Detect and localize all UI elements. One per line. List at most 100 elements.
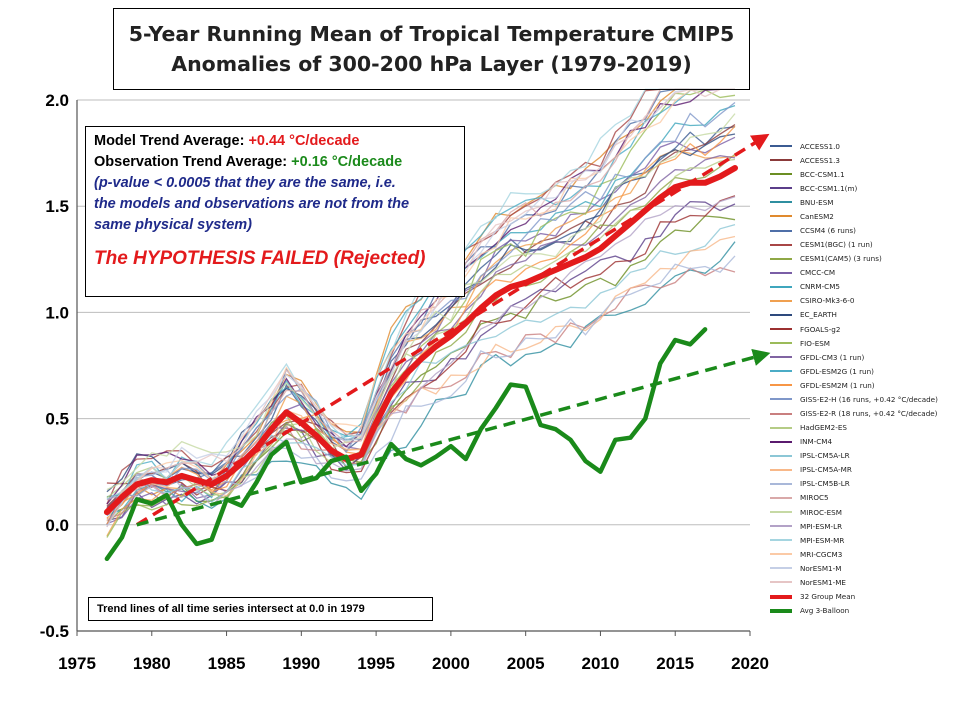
legend-label: Avg 3-Balloon xyxy=(800,606,850,616)
legend-label: MIROC5 xyxy=(800,493,829,503)
legend-swatch xyxy=(770,187,792,190)
x-tick-label: 1995 xyxy=(357,654,395,673)
chart-title-line-1: 5-Year Running Mean of Tropical Temperat… xyxy=(128,22,735,46)
legend-swatch xyxy=(770,356,792,359)
legend-item: NorESM1-ME xyxy=(770,575,955,589)
legend-item: ACCESS1.0 xyxy=(770,139,955,153)
legend-item: CNRM-CM5 xyxy=(770,280,955,294)
legend-swatch xyxy=(770,145,792,148)
legend-label: HadGEM2-ES xyxy=(800,423,847,433)
legend-item: CSIRO-Mk3-6-0 xyxy=(770,294,955,308)
legend-swatch xyxy=(770,594,792,599)
legend-item: BNU-ESM xyxy=(770,195,955,209)
legend-label: FGOALS-g2 xyxy=(800,324,841,334)
x-tick-label: 2000 xyxy=(432,654,470,673)
legend-item: CMCC-CM xyxy=(770,266,955,280)
legend-label: ACCESS1.0 xyxy=(800,141,840,151)
legend-label: BCC-CSM1.1(m) xyxy=(800,183,858,193)
legend-label: GISS-E2-H (16 runs, +0.42 °C/decade) xyxy=(800,394,938,404)
legend-item: HadGEM2-ES xyxy=(770,421,955,435)
legend-item: MIROC5 xyxy=(770,491,955,505)
model-line-31 xyxy=(106,88,735,527)
legend-label: GFDL-ESM2G (1 run) xyxy=(800,366,874,376)
legend-swatch xyxy=(770,299,792,302)
y-tick-label: -0.5 xyxy=(40,622,69,641)
legend-item: 32 Group Mean xyxy=(770,590,955,604)
legend-item: GFDL-CM3 (1 run) xyxy=(770,350,955,364)
legend-swatch xyxy=(770,313,792,316)
legend-swatch xyxy=(770,567,792,570)
model-line-7 xyxy=(106,88,735,525)
chart-title-line-2: Anomalies of 300-200 hPa Layer (1979-201… xyxy=(171,52,692,76)
y-tick-label: 0.5 xyxy=(45,410,69,429)
legend-swatch xyxy=(770,201,792,204)
legend-swatch xyxy=(770,370,792,373)
legend-item: MPI-ESM-MR xyxy=(770,533,955,547)
legend-label: INM-CM4 xyxy=(800,437,833,447)
x-tick-label: 2020 xyxy=(731,654,769,673)
legend-swatch xyxy=(770,243,792,246)
p-value-note-line-3: same physical system) xyxy=(94,217,252,233)
legend-swatch xyxy=(770,440,792,443)
legend-label: CNRM-CM5 xyxy=(800,282,840,292)
y-tick-label: 1.0 xyxy=(45,303,69,322)
legend-swatch xyxy=(770,553,792,556)
legend-item: MIROC-ESM xyxy=(770,505,955,519)
x-tick-label: 1980 xyxy=(133,654,171,673)
legend-swatch xyxy=(770,328,792,331)
legend-item: MPI-ESM-LR xyxy=(770,519,955,533)
model-line-11 xyxy=(106,104,736,516)
legend-item: GFDL-ESM2G (1 run) xyxy=(770,364,955,378)
legend-swatch xyxy=(770,482,792,485)
legend-swatch xyxy=(770,412,792,415)
legend-swatch xyxy=(770,398,792,401)
chart-title-box: 5-Year Running Mean of Tropical Temperat… xyxy=(113,8,750,90)
legend-item: IPSL-CM5A-LR xyxy=(770,449,955,463)
legend-item: CESM1(CAM5) (3 runs) xyxy=(770,252,955,266)
legend-item: IPSL-CM5A-MR xyxy=(770,463,955,477)
legend-label: MRI-CGCM3 xyxy=(800,549,843,559)
legend-label: GISS-E2-R (18 runs, +0.42 °C/decade) xyxy=(800,409,938,419)
legend-item: MRI-CGCM3 xyxy=(770,547,955,561)
legend-item: BCC-CSM1.1 xyxy=(770,167,955,181)
legend-label: IPSL-CM5B-LR xyxy=(800,479,850,489)
y-tick-label: 0.0 xyxy=(45,516,69,535)
legend-label: CanESM2 xyxy=(800,211,834,221)
legend-label: BCC-CSM1.1 xyxy=(800,169,845,179)
legend-label: MPI-ESM-MR xyxy=(800,535,845,545)
legend-item: CESM1(BGC) (1 run) xyxy=(770,238,955,252)
legend-item: NorESM1-M xyxy=(770,561,955,575)
p-value-note-line-1: (p-value < 0.0005 that they are the same… xyxy=(94,175,396,191)
obs-trend-line: Observation Trend Average: +0.16 °C/deca… xyxy=(94,152,456,173)
trend-stats-box: Model Trend Average: +0.44 °C/decade Obs… xyxy=(85,126,465,297)
legend-label: CESM1(CAM5) (3 runs) xyxy=(800,254,882,264)
legend-swatch xyxy=(770,608,792,613)
legend-label: EC_EARTH xyxy=(800,310,837,320)
legend-swatch xyxy=(770,539,792,542)
model-trend-line: Model Trend Average: +0.44 °C/decade xyxy=(94,131,456,152)
legend-swatch xyxy=(770,229,792,232)
legend-label: ACCESS1.3 xyxy=(800,155,840,165)
legend-label: FIO-ESM xyxy=(800,338,831,348)
model-line-12 xyxy=(106,149,736,537)
p-value-note-line-2: the models and observations are not from… xyxy=(94,196,410,212)
hypothesis-result: The HYPOTHESIS FAILED (Rejected) xyxy=(94,248,426,269)
legend-label: NorESM1-M xyxy=(800,563,842,573)
x-tick-label: 1990 xyxy=(282,654,320,673)
legend-label: 32 Group Mean xyxy=(800,592,856,602)
legend-item: GISS-E2-R (18 runs, +0.42 °C/decade) xyxy=(770,406,955,420)
legend-label: CSIRO-Mk3-6-0 xyxy=(800,296,855,306)
legend-swatch xyxy=(770,342,792,345)
chart-legend: ACCESS1.0 ACCESS1.3 BCC-CSM1.1 BCC-CSM1.1(m… xyxy=(770,139,955,618)
model-trend-label: Model Trend Average: xyxy=(94,133,249,149)
legend-item: CCSM4 (6 runs) xyxy=(770,223,955,237)
legend-swatch xyxy=(770,173,792,176)
legend-item: CanESM2 xyxy=(770,209,955,223)
legend-label: NorESM1-ME xyxy=(800,577,846,587)
legend-item: BCC-CSM1.1(m) xyxy=(770,181,955,195)
chart-axes: -0.5 0.0 0.5 1.0 1.5 2.0 1975 1980 1985 1990 1995 2… xyxy=(40,91,769,673)
main-series-lines xyxy=(103,165,738,562)
x-tick-label: 1985 xyxy=(208,654,246,673)
legend-label: CMCC-CM xyxy=(800,268,836,278)
legend-label: GFDL-ESM2M (1 run) xyxy=(800,380,875,390)
